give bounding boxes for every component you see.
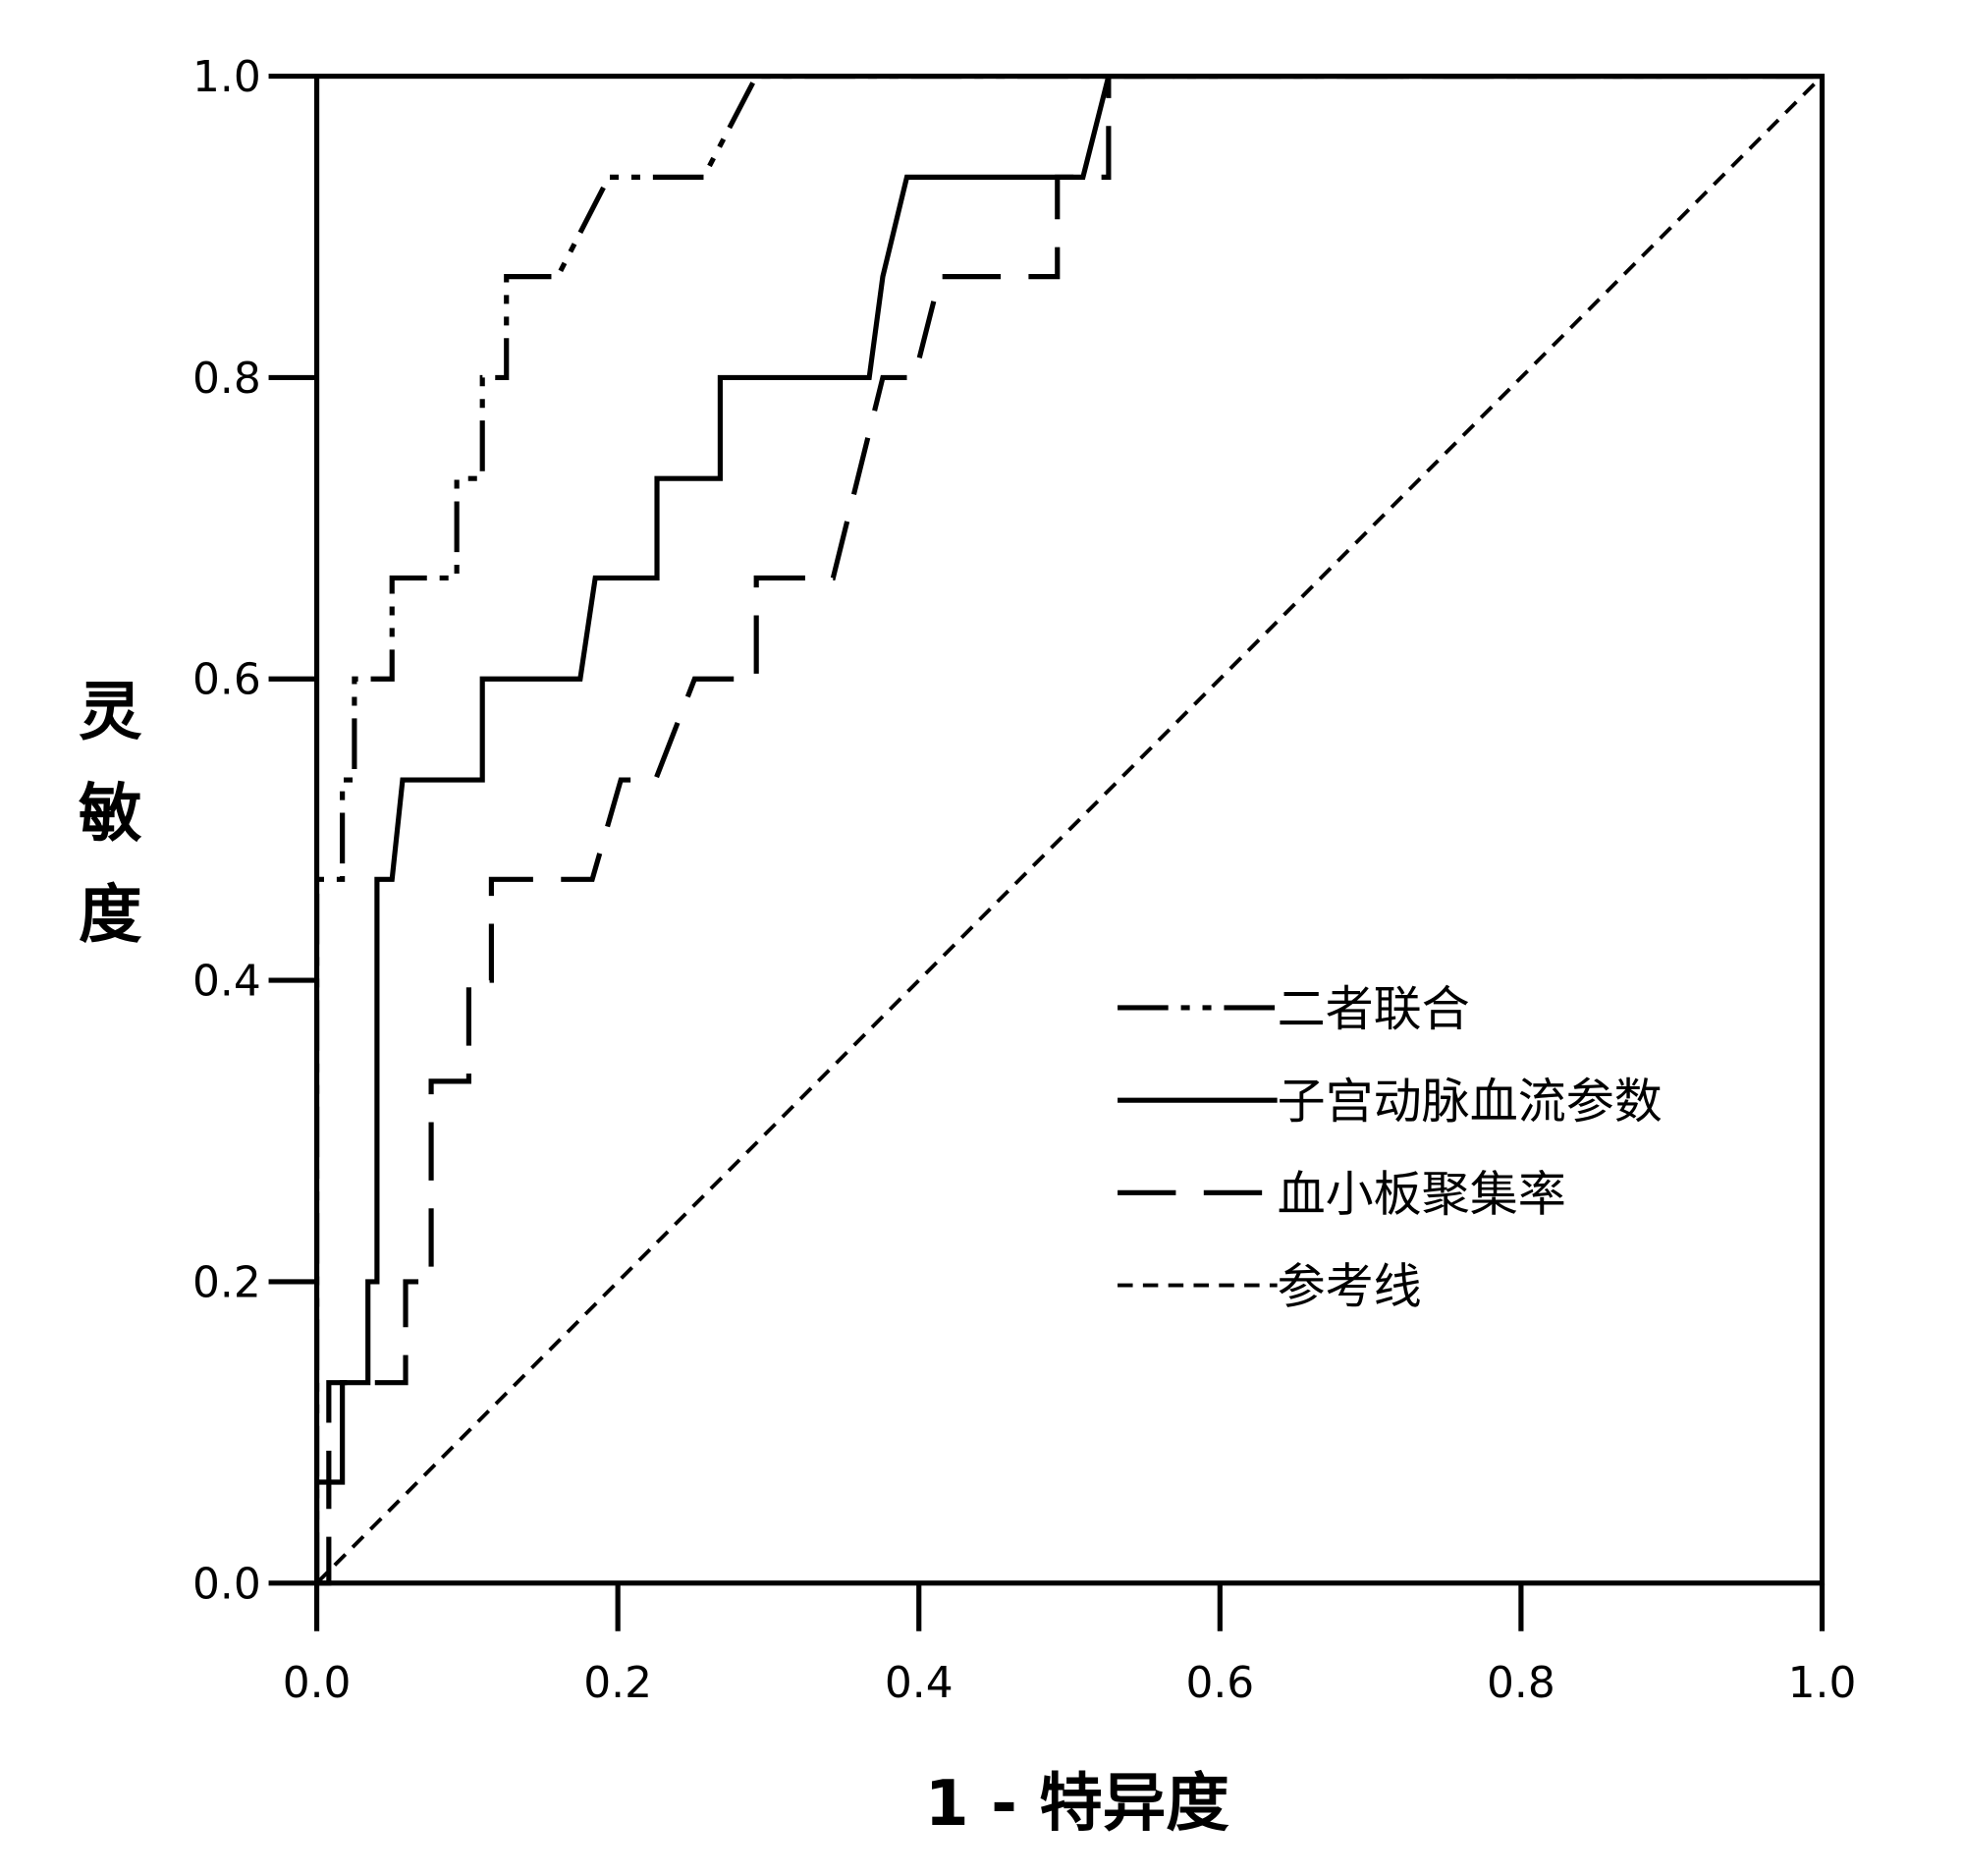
x-tick-label: 0.4: [885, 1658, 954, 1708]
legend-label: 二者联合: [1278, 980, 1470, 1037]
y-tick-label: 0.2: [192, 1257, 261, 1307]
x-axis-label: 1 - 特异度: [925, 1767, 1230, 1841]
y-tick-label: 0.6: [192, 655, 261, 705]
y-tick-label: 1.0: [192, 52, 261, 102]
x-tick-label: 0.2: [583, 1658, 652, 1708]
x-tick-label: 0.6: [1185, 1658, 1254, 1708]
x-tick-label: 0.0: [283, 1658, 352, 1708]
x-tick-label: 0.8: [1487, 1658, 1555, 1708]
legend-label: 子宫动脉血流参数: [1278, 1073, 1663, 1130]
legend-label: 血小板聚集率: [1278, 1165, 1566, 1222]
y-axis-label: 灵敏度: [67, 678, 141, 982]
legend-label: 参考线: [1278, 1258, 1422, 1315]
roc-curve-2: [316, 74, 1823, 1586]
x-tick-label: 1.0: [1788, 1658, 1857, 1708]
y-tick-label: 0.4: [192, 957, 261, 1007]
roc-curve-3: [315, 75, 1824, 1585]
plot-frame: [314, 73, 1826, 1586]
y-tick-label: 0.0: [192, 1559, 261, 1609]
roc-curve-1: [314, 74, 1823, 1583]
y-tick-label: 0.8: [192, 354, 261, 404]
